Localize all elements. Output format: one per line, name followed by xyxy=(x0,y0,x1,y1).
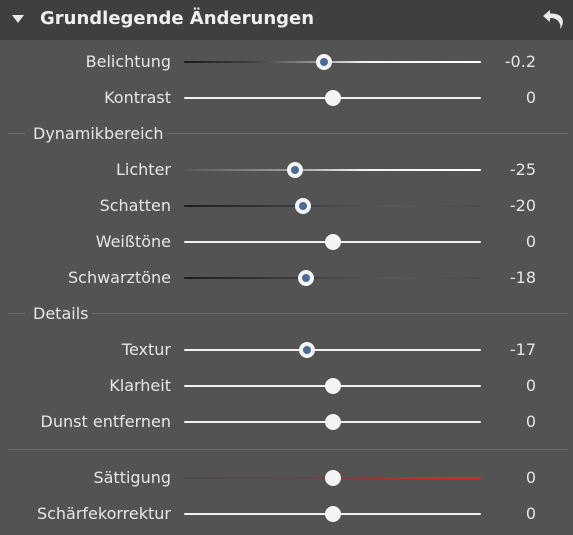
undo-arrow-icon[interactable] xyxy=(541,7,565,31)
schwarztoene-thumb[interactable] xyxy=(297,270,314,286)
schatten-track[interactable] xyxy=(184,205,481,207)
section-divider xyxy=(166,133,568,134)
panel-header[interactable]: Grundlegende Änderungen xyxy=(0,0,573,40)
section-divider xyxy=(8,449,568,450)
slider-row-saettigung: Sättigung 0 xyxy=(0,460,573,496)
belichtung-thumb[interactable] xyxy=(315,54,332,70)
slider-value[interactable]: 0 xyxy=(525,412,536,431)
slider-value[interactable]: 0 xyxy=(525,468,536,487)
section-label: Dynamikbereich xyxy=(33,124,164,143)
panel-title: Grundlegende Änderungen xyxy=(40,8,315,29)
slider-label: Belichtung xyxy=(85,52,171,71)
textur-thumb[interactable] xyxy=(299,342,316,358)
slider-label: Klarheit xyxy=(109,376,171,395)
slider-label: Kontrast xyxy=(104,88,171,107)
schwarztoene-track[interactable] xyxy=(184,277,481,279)
slider-label: Dunst entfernen xyxy=(40,412,171,431)
schaerfekorrektur-thumb[interactable] xyxy=(324,506,341,522)
slider-row-schatten: Schatten -20 xyxy=(0,188,573,224)
slider-row-schaerfekorrektur: Schärfekorrektur 0 xyxy=(0,496,573,532)
slider-label: Textur xyxy=(121,340,171,359)
slider-row-klarheit: Klarheit 0 xyxy=(0,368,573,404)
section-details: Details xyxy=(0,300,573,328)
slider-label: Schatten xyxy=(99,196,171,215)
slider-label: Schwarztöne xyxy=(67,268,171,287)
slider-value[interactable]: -17 xyxy=(509,340,536,359)
slider-label: Lichter xyxy=(116,160,171,179)
weisstoene-thumb[interactable] xyxy=(324,234,341,250)
kontrast-thumb[interactable] xyxy=(324,90,341,106)
slider-row-kontrast: Kontrast 0 xyxy=(0,80,573,116)
lichter-thumb[interactable] xyxy=(287,162,304,178)
schatten-thumb[interactable] xyxy=(294,198,311,214)
section-label: Details xyxy=(33,304,89,323)
slider-value[interactable]: 0 xyxy=(525,232,536,251)
slider-row-weisstoene: Weißtöne 0 xyxy=(0,224,573,260)
slider-value[interactable]: -0.2 xyxy=(504,52,536,71)
slider-label: Schärfekorrektur xyxy=(36,504,171,523)
saettigung-thumb[interactable] xyxy=(324,470,341,486)
slider-value[interactable]: -25 xyxy=(509,160,536,179)
slider-value[interactable]: -18 xyxy=(509,268,536,287)
slider-row-lichter: Lichter -25 xyxy=(0,152,573,188)
slider-value[interactable]: 0 xyxy=(525,376,536,395)
slider-value[interactable]: 0 xyxy=(525,88,536,107)
section-divider xyxy=(8,133,25,134)
klarheit-thumb[interactable] xyxy=(324,378,341,394)
lichter-track[interactable] xyxy=(184,169,481,171)
slider-value[interactable]: -20 xyxy=(509,196,536,215)
slider-row-dunst-entfernen: Dunst entfernen 0 xyxy=(0,404,573,440)
slider-row-textur: Textur -17 xyxy=(0,332,573,368)
caret-down-icon[interactable] xyxy=(12,15,24,23)
belichtung-track[interactable] xyxy=(184,61,481,63)
section-divider xyxy=(8,313,25,314)
slider-label: Weißtöne xyxy=(95,232,171,251)
textur-track[interactable] xyxy=(184,349,481,351)
slider-row-belichtung: Belichtung -0.2 xyxy=(0,44,573,80)
section-divider xyxy=(92,313,568,314)
slider-value[interactable]: 0 xyxy=(525,504,536,523)
slider-row-schwarztoene: Schwarztöne -18 xyxy=(0,260,573,296)
dunst-entfernen-thumb[interactable] xyxy=(324,414,341,430)
section-dynamikbereich: Dynamikbereich xyxy=(0,120,573,148)
slider-label: Sättigung xyxy=(93,468,171,487)
